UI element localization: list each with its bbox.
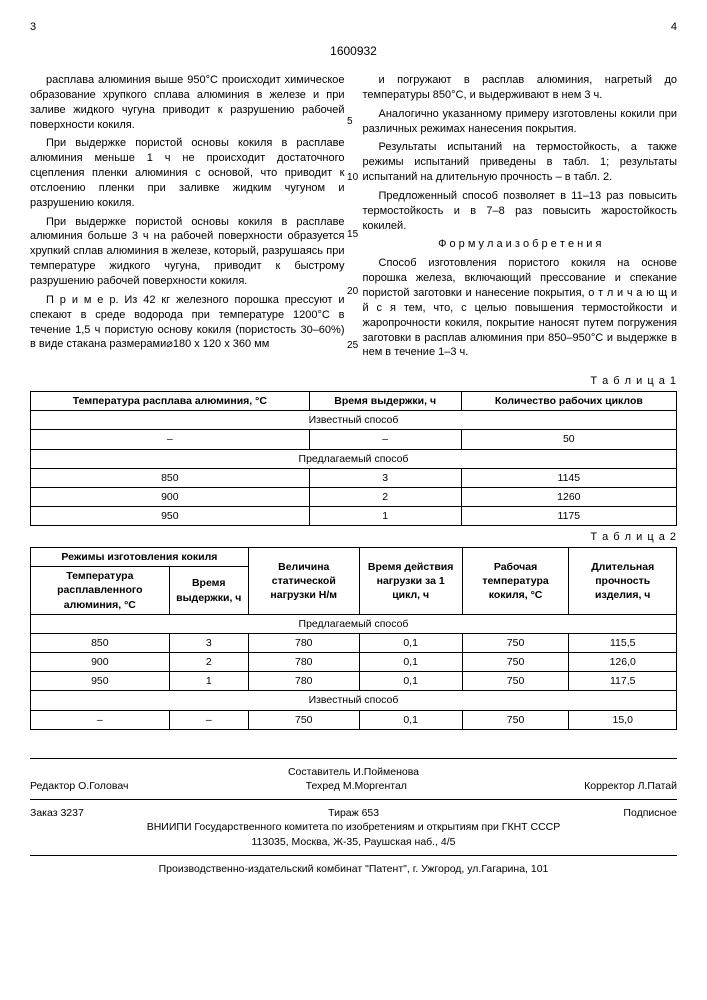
- table-row: 85031145: [31, 468, 677, 487]
- table2: Режимы изготовления кокиля Величина стат…: [30, 547, 677, 730]
- paragraph: П р и м е р. Из 42 кг железного порошка …: [30, 293, 345, 352]
- footer-block: Составитель И.Пойменова Редактор О.Голов…: [30, 758, 677, 876]
- table-header: Рабочая температура кокиля, °С: [462, 548, 569, 615]
- formula-heading: Ф о р м у л а и з о б р е т е н и я: [363, 237, 678, 252]
- table-cell: 2: [309, 487, 461, 506]
- table-header: Количество рабочих циклов: [461, 392, 676, 411]
- table-cell: –: [169, 710, 248, 729]
- paragraph: При выдержке пористой основы кокиля в ра…: [30, 215, 345, 289]
- table-section: Известный способ: [31, 411, 677, 430]
- table-cell: 0,1: [359, 672, 462, 691]
- table-header: Длительная прочность изделия, ч: [569, 548, 677, 615]
- table-cell: 2: [169, 653, 248, 672]
- table-cell: 117,5: [569, 672, 677, 691]
- table-cell: 850: [31, 633, 170, 652]
- footer-tirazh: Тираж 653: [328, 806, 379, 820]
- page-number-right: 4: [671, 20, 677, 35]
- table-row: ––7500,175015,0: [31, 710, 677, 729]
- paragraph: Способ изготовления пористого кокиля на …: [363, 256, 678, 360]
- body-columns-wrap: 5 10 15 20 25 расплава алюминия выше 950…: [30, 73, 677, 364]
- table1: Температура расплава алюминия, °С Время …: [30, 391, 677, 526]
- table-cell: 750: [462, 653, 569, 672]
- table-cell: 3: [309, 468, 461, 487]
- table-cell: 850: [31, 468, 310, 487]
- paragraph: При выдержке пористой основы кокиля в ра…: [30, 136, 345, 210]
- table-section: Предлагаемый способ: [31, 614, 677, 633]
- body-columns: расплава алюминия выше 950°С происходит …: [30, 73, 677, 364]
- table-cell: 780: [248, 672, 359, 691]
- table-cell: 780: [248, 653, 359, 672]
- line-number: 25: [347, 339, 358, 353]
- table-header-row: Температура расплава алюминия, °С Время …: [31, 392, 677, 411]
- table-header: Температура расплава алюминия, °С: [31, 392, 310, 411]
- table-cell: 950: [31, 507, 310, 526]
- table-row: 95011175: [31, 507, 677, 526]
- table-header: Время выдержки, ч: [309, 392, 461, 411]
- table-cell: –: [309, 430, 461, 449]
- table-cell: 780: [248, 633, 359, 652]
- table2-label: Т а б л и ц а 2: [30, 530, 677, 545]
- footer-podpisnoe: Подписное: [623, 806, 677, 820]
- table-cell: 750: [462, 633, 569, 652]
- page-header: 3 4: [30, 20, 677, 35]
- footer-addr: 113035, Москва, Ж-35, Раушская наб., 4/5: [30, 835, 677, 849]
- table-row: – – 50: [31, 430, 677, 449]
- table-cell: 1: [169, 672, 248, 691]
- paragraph: и погружают в расплав алюминия, нагретый…: [363, 73, 678, 103]
- table-cell: 900: [31, 653, 170, 672]
- footer-corrector: Корректор Л.Патай: [584, 779, 677, 793]
- paragraph: Результаты испытаний на термостойкость, …: [363, 140, 678, 185]
- line-number: 20: [347, 285, 358, 299]
- table-cell: 0,1: [359, 653, 462, 672]
- table-cell: 50: [461, 430, 676, 449]
- table-cell: 1145: [461, 468, 676, 487]
- table-cell: 900: [31, 487, 310, 506]
- table-cell: –: [31, 430, 310, 449]
- table-row: 90027800,1750126,0: [31, 653, 677, 672]
- footer-compiler: Составитель И.Пойменова: [30, 765, 677, 779]
- table-cell: 15,0: [569, 710, 677, 729]
- table-section: Известный способ: [31, 691, 677, 710]
- paragraph: Предложенный способ позволяет в 11–13 ра…: [363, 189, 678, 234]
- right-column: и погружают в расплав алюминия, нагретый…: [363, 73, 678, 364]
- table-header: Температура расплавленного алюминия, °С: [31, 567, 170, 615]
- line-number: 5: [347, 115, 353, 129]
- left-column: расплава алюминия выше 950°С происходит …: [30, 73, 345, 364]
- table-row: 90021260: [31, 487, 677, 506]
- table-cell: 750: [248, 710, 359, 729]
- table-cell: 126,0: [569, 653, 677, 672]
- table-cell: 0,1: [359, 710, 462, 729]
- table-cell: –: [31, 710, 170, 729]
- paragraph: расплава алюминия выше 950°С происходит …: [30, 73, 345, 132]
- table-cell: 1260: [461, 487, 676, 506]
- table-header: Время выдержки, ч: [169, 567, 248, 615]
- table-cell: 1: [309, 507, 461, 526]
- footer-press: Производственно-издательский комбинат "П…: [30, 862, 677, 876]
- table-cell: 950: [31, 672, 170, 691]
- patent-number: 1600932: [30, 43, 677, 59]
- table-row: 95017800,1750117,5: [31, 672, 677, 691]
- table-header: Время действия нагрузки за 1 цикл, ч: [359, 548, 462, 615]
- table1-label: Т а б л и ц а 1: [30, 374, 677, 389]
- footer-org: ВНИИПИ Государственного комитета по изоб…: [30, 820, 677, 834]
- line-number: 15: [347, 228, 358, 242]
- table-header: Величина статической нагрузки Н/м: [248, 548, 359, 615]
- table-row: 85037800,1750115,5: [31, 633, 677, 652]
- footer-order: Заказ 3237: [30, 806, 84, 820]
- table-cell: 115,5: [569, 633, 677, 652]
- page-number-left: 3: [30, 20, 36, 35]
- table-cell: 0,1: [359, 633, 462, 652]
- table-cell: 1175: [461, 507, 676, 526]
- table-header: Режимы изготовления кокиля: [31, 548, 249, 567]
- footer-techred: Техред М.Моргентал: [306, 779, 407, 793]
- line-number: 10: [347, 171, 358, 185]
- footer-editor: Редактор О.Головач: [30, 779, 128, 793]
- table-section: Предлагаемый способ: [31, 449, 677, 468]
- table-cell: 3: [169, 633, 248, 652]
- table-cell: 750: [462, 672, 569, 691]
- table-header-row: Режимы изготовления кокиля Величина стат…: [31, 548, 677, 567]
- paragraph: Аналогично указанному примеру изготовлен…: [363, 107, 678, 137]
- table-cell: 750: [462, 710, 569, 729]
